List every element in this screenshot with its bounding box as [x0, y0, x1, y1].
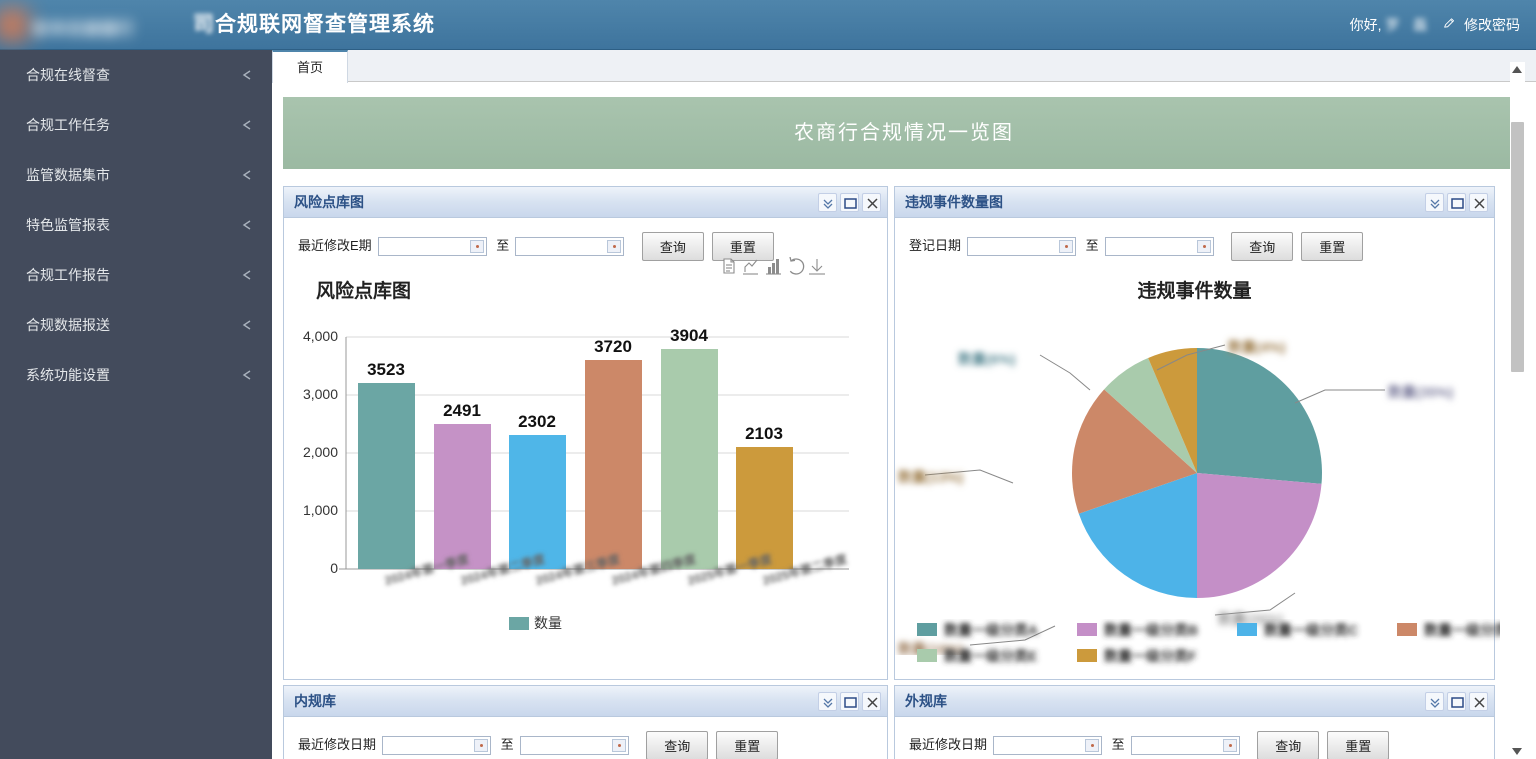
- svg-text:3720: 3720: [594, 337, 632, 356]
- svg-text:数量(4%): 数量(4%): [1228, 339, 1286, 355]
- svg-text:3523: 3523: [367, 360, 405, 379]
- svg-text:数量: 数量: [534, 615, 562, 631]
- svg-text:3,000: 3,000: [303, 386, 338, 402]
- svg-text:数量(35%): 数量(35%): [1388, 384, 1453, 400]
- svg-text:数量(13%): 数量(13%): [898, 469, 963, 485]
- svg-text:0: 0: [330, 560, 338, 576]
- svg-text:数量一级分类A: 数量一级分类A: [944, 622, 1038, 638]
- svg-text:数量(6%): 数量(6%): [958, 351, 1016, 367]
- svg-text:3904: 3904: [670, 326, 708, 345]
- svg-text:2103: 2103: [745, 424, 783, 443]
- svg-text:4,000: 4,000: [303, 328, 338, 344]
- svg-text:数量一级分类C: 数量一级分类C: [1264, 622, 1358, 638]
- svg-text:数量一级分类F: 数量一级分类F: [1104, 648, 1197, 664]
- svg-text:2302: 2302: [518, 412, 556, 431]
- svg-text:1,000: 1,000: [303, 502, 338, 518]
- svg-text:数量一级分类D: 数量一级分类D: [1424, 622, 1500, 638]
- svg-text:数量一级分类E: 数量一级分类E: [944, 648, 1037, 664]
- svg-text:2,000: 2,000: [303, 444, 338, 460]
- svg-text:数量一级分类B: 数量一级分类B: [1104, 622, 1198, 638]
- svg-text:2491: 2491: [443, 401, 481, 420]
